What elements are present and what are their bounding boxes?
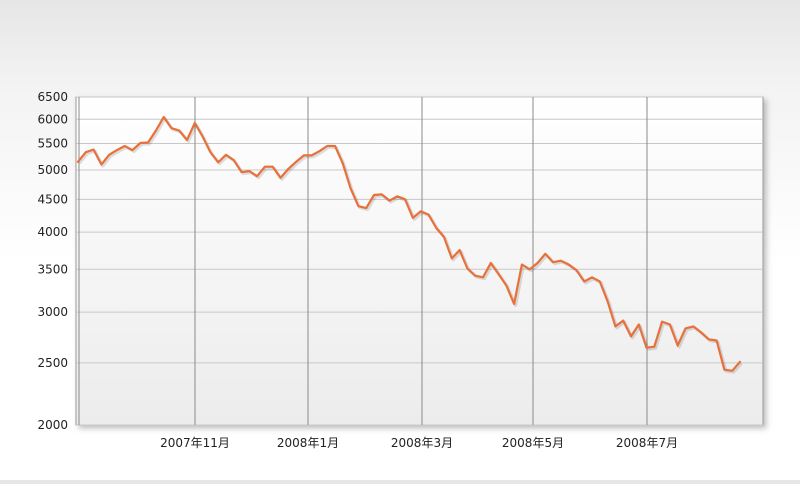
plot-area — [75, 96, 764, 426]
y-tick-label: 3500 — [37, 262, 68, 276]
x-tick-label: 2008年5月 — [502, 436, 564, 450]
x-tick-label: 2008年3月 — [391, 436, 453, 450]
vertical-gridlines — [78, 97, 648, 425]
y-tick-label: 3000 — [37, 305, 68, 319]
y-axis-ticks: 2000 2500 3000 3500 4000 4500 5000 5500 6000 6500 — [37, 90, 68, 432]
x-tick-label: 2008年7月 — [616, 436, 678, 450]
horizontal-gridlines — [76, 96, 763, 426]
y-tick-label: 6000 — [37, 112, 68, 126]
x-tick-label: 2007年11月 — [160, 436, 230, 450]
y-tick-label: 2500 — [37, 356, 68, 370]
y-tick-label: 2000 — [37, 418, 68, 432]
series-line — [76, 115, 742, 372]
y-tick-label: 4000 — [37, 225, 68, 239]
series-group — [76, 115, 743, 374]
y-tick-label: 5500 — [37, 136, 68, 150]
y-tick-label: 5000 — [37, 163, 68, 177]
y-tick-label: 4500 — [37, 192, 68, 206]
x-tick-label: 2008年1月 — [277, 436, 339, 450]
x-axis-ticks: 2007年11月 2008年1月 2008年3月 2008年5月 2008年7月 — [160, 436, 678, 450]
y-tick-label: 6500 — [37, 90, 68, 104]
